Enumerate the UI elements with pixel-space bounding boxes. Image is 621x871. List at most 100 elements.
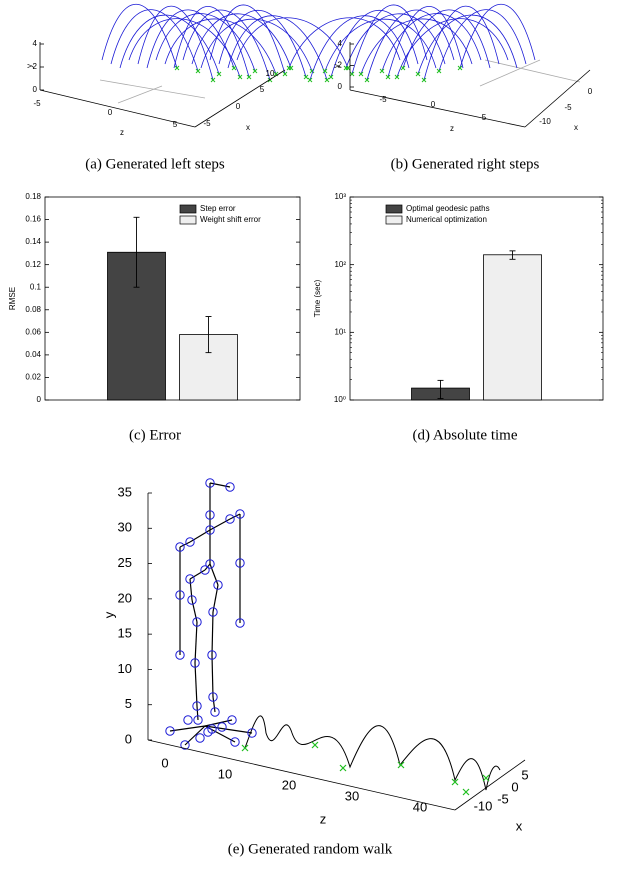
trajectory	[164, 18, 277, 75]
joint	[247, 728, 257, 738]
joint	[235, 618, 245, 628]
z-tick-label: 5	[482, 113, 487, 122]
skeleton-bone	[204, 725, 253, 734]
y-tick-label: 0	[33, 85, 38, 94]
trajectory	[324, 18, 437, 72]
axis-edge	[349, 89, 526, 128]
trajectory	[209, 4, 286, 75]
axis-edge	[194, 69, 286, 128]
trajectory	[417, 14, 518, 75]
joint	[165, 726, 175, 736]
foot-marker	[303, 74, 309, 80]
trajectory	[200, 18, 313, 72]
y-tick-label: 15	[118, 626, 132, 641]
skeleton-bone	[189, 569, 206, 580]
bar	[483, 254, 542, 401]
foot-marker	[231, 65, 237, 71]
skeleton-bone	[194, 662, 198, 707]
y-tick-label: 0.02	[25, 373, 41, 382]
x-tick-label: 0	[236, 102, 241, 111]
joint	[190, 658, 200, 668]
joint	[180, 740, 190, 750]
z-tick-label: 5	[173, 120, 178, 129]
legend-swatch	[179, 215, 197, 225]
joint	[225, 514, 235, 524]
foot-marker	[364, 77, 370, 83]
y-tick-label: 4	[33, 39, 38, 48]
y-axis-label: Time (sec)	[313, 279, 322, 317]
joint	[207, 650, 217, 660]
floor-line	[99, 79, 206, 99]
trajectory	[128, 18, 241, 78]
joint	[175, 542, 185, 552]
foot-marker	[252, 68, 258, 74]
joint	[227, 715, 237, 725]
trajectory	[101, 3, 178, 69]
trajectory	[119, 14, 220, 75]
caption: (e) Generated random walk	[228, 841, 393, 857]
joint	[235, 558, 245, 568]
foot-marker	[385, 74, 391, 80]
y-tick-label: 0.04	[25, 350, 41, 359]
legend-swatch	[385, 215, 403, 225]
joint	[183, 715, 193, 725]
trajectory	[423, 5, 500, 81]
y-tick-label: 0.14	[25, 237, 41, 246]
trajectory	[459, 3, 536, 69]
legend-label: Step error	[200, 204, 236, 213]
y-tick-label: 0.08	[25, 305, 41, 314]
trajectory	[137, 5, 214, 81]
y-tick-label: 10¹	[334, 327, 346, 336]
joint	[192, 701, 202, 711]
y-tick-label: 0	[338, 82, 343, 91]
joint	[213, 580, 223, 590]
foot-marker	[400, 65, 406, 71]
foot-marker	[282, 71, 288, 77]
legend-box	[177, 203, 295, 227]
trajectory	[288, 17, 401, 69]
joint	[217, 722, 227, 732]
x-tick-label: -10	[474, 798, 493, 813]
foot-marker	[210, 77, 216, 83]
x-tick-label: 5	[260, 85, 265, 94]
trajectory	[110, 9, 199, 72]
y-tick-label: 0.12	[25, 260, 41, 269]
joint	[208, 692, 218, 702]
joint	[205, 525, 215, 535]
skeleton-bone	[196, 705, 199, 721]
foot-marker	[195, 68, 201, 74]
trajectory	[351, 4, 428, 75]
joint	[185, 537, 195, 547]
z-tick-label: 0	[431, 100, 436, 109]
y-tick-label: 20	[118, 590, 132, 605]
joint	[235, 509, 245, 519]
joint	[205, 510, 215, 520]
y-axis-label: y	[101, 611, 116, 618]
z-tick-label: 10	[218, 766, 232, 781]
x-tick-label: -5	[497, 791, 509, 806]
legend-box	[383, 203, 501, 227]
trajectory	[396, 18, 509, 78]
trajectory	[366, 9, 455, 81]
z-axis-label: z	[450, 124, 454, 133]
x-axis-label: x	[574, 123, 578, 132]
z-tick-label: 20	[282, 777, 296, 792]
foot-marker	[394, 74, 400, 80]
joint	[207, 724, 217, 734]
legend-label: Optimal geodesic paths	[406, 204, 490, 213]
foot-marker	[339, 764, 347, 772]
joint	[193, 715, 203, 725]
y-tick-label: 10⁰	[334, 395, 346, 404]
skeleton-bone	[189, 529, 211, 543]
foot-marker	[246, 74, 252, 80]
foot-marker	[322, 68, 328, 74]
axis-edge	[454, 759, 526, 811]
foot-marker	[273, 71, 279, 77]
z-tick-label: -5	[33, 99, 41, 108]
y-tick-label: 0	[37, 395, 42, 404]
foot-marker	[216, 71, 222, 77]
y-tick-label: 10²	[334, 260, 346, 269]
trajectory	[330, 9, 419, 78]
foot-marker	[415, 71, 421, 77]
